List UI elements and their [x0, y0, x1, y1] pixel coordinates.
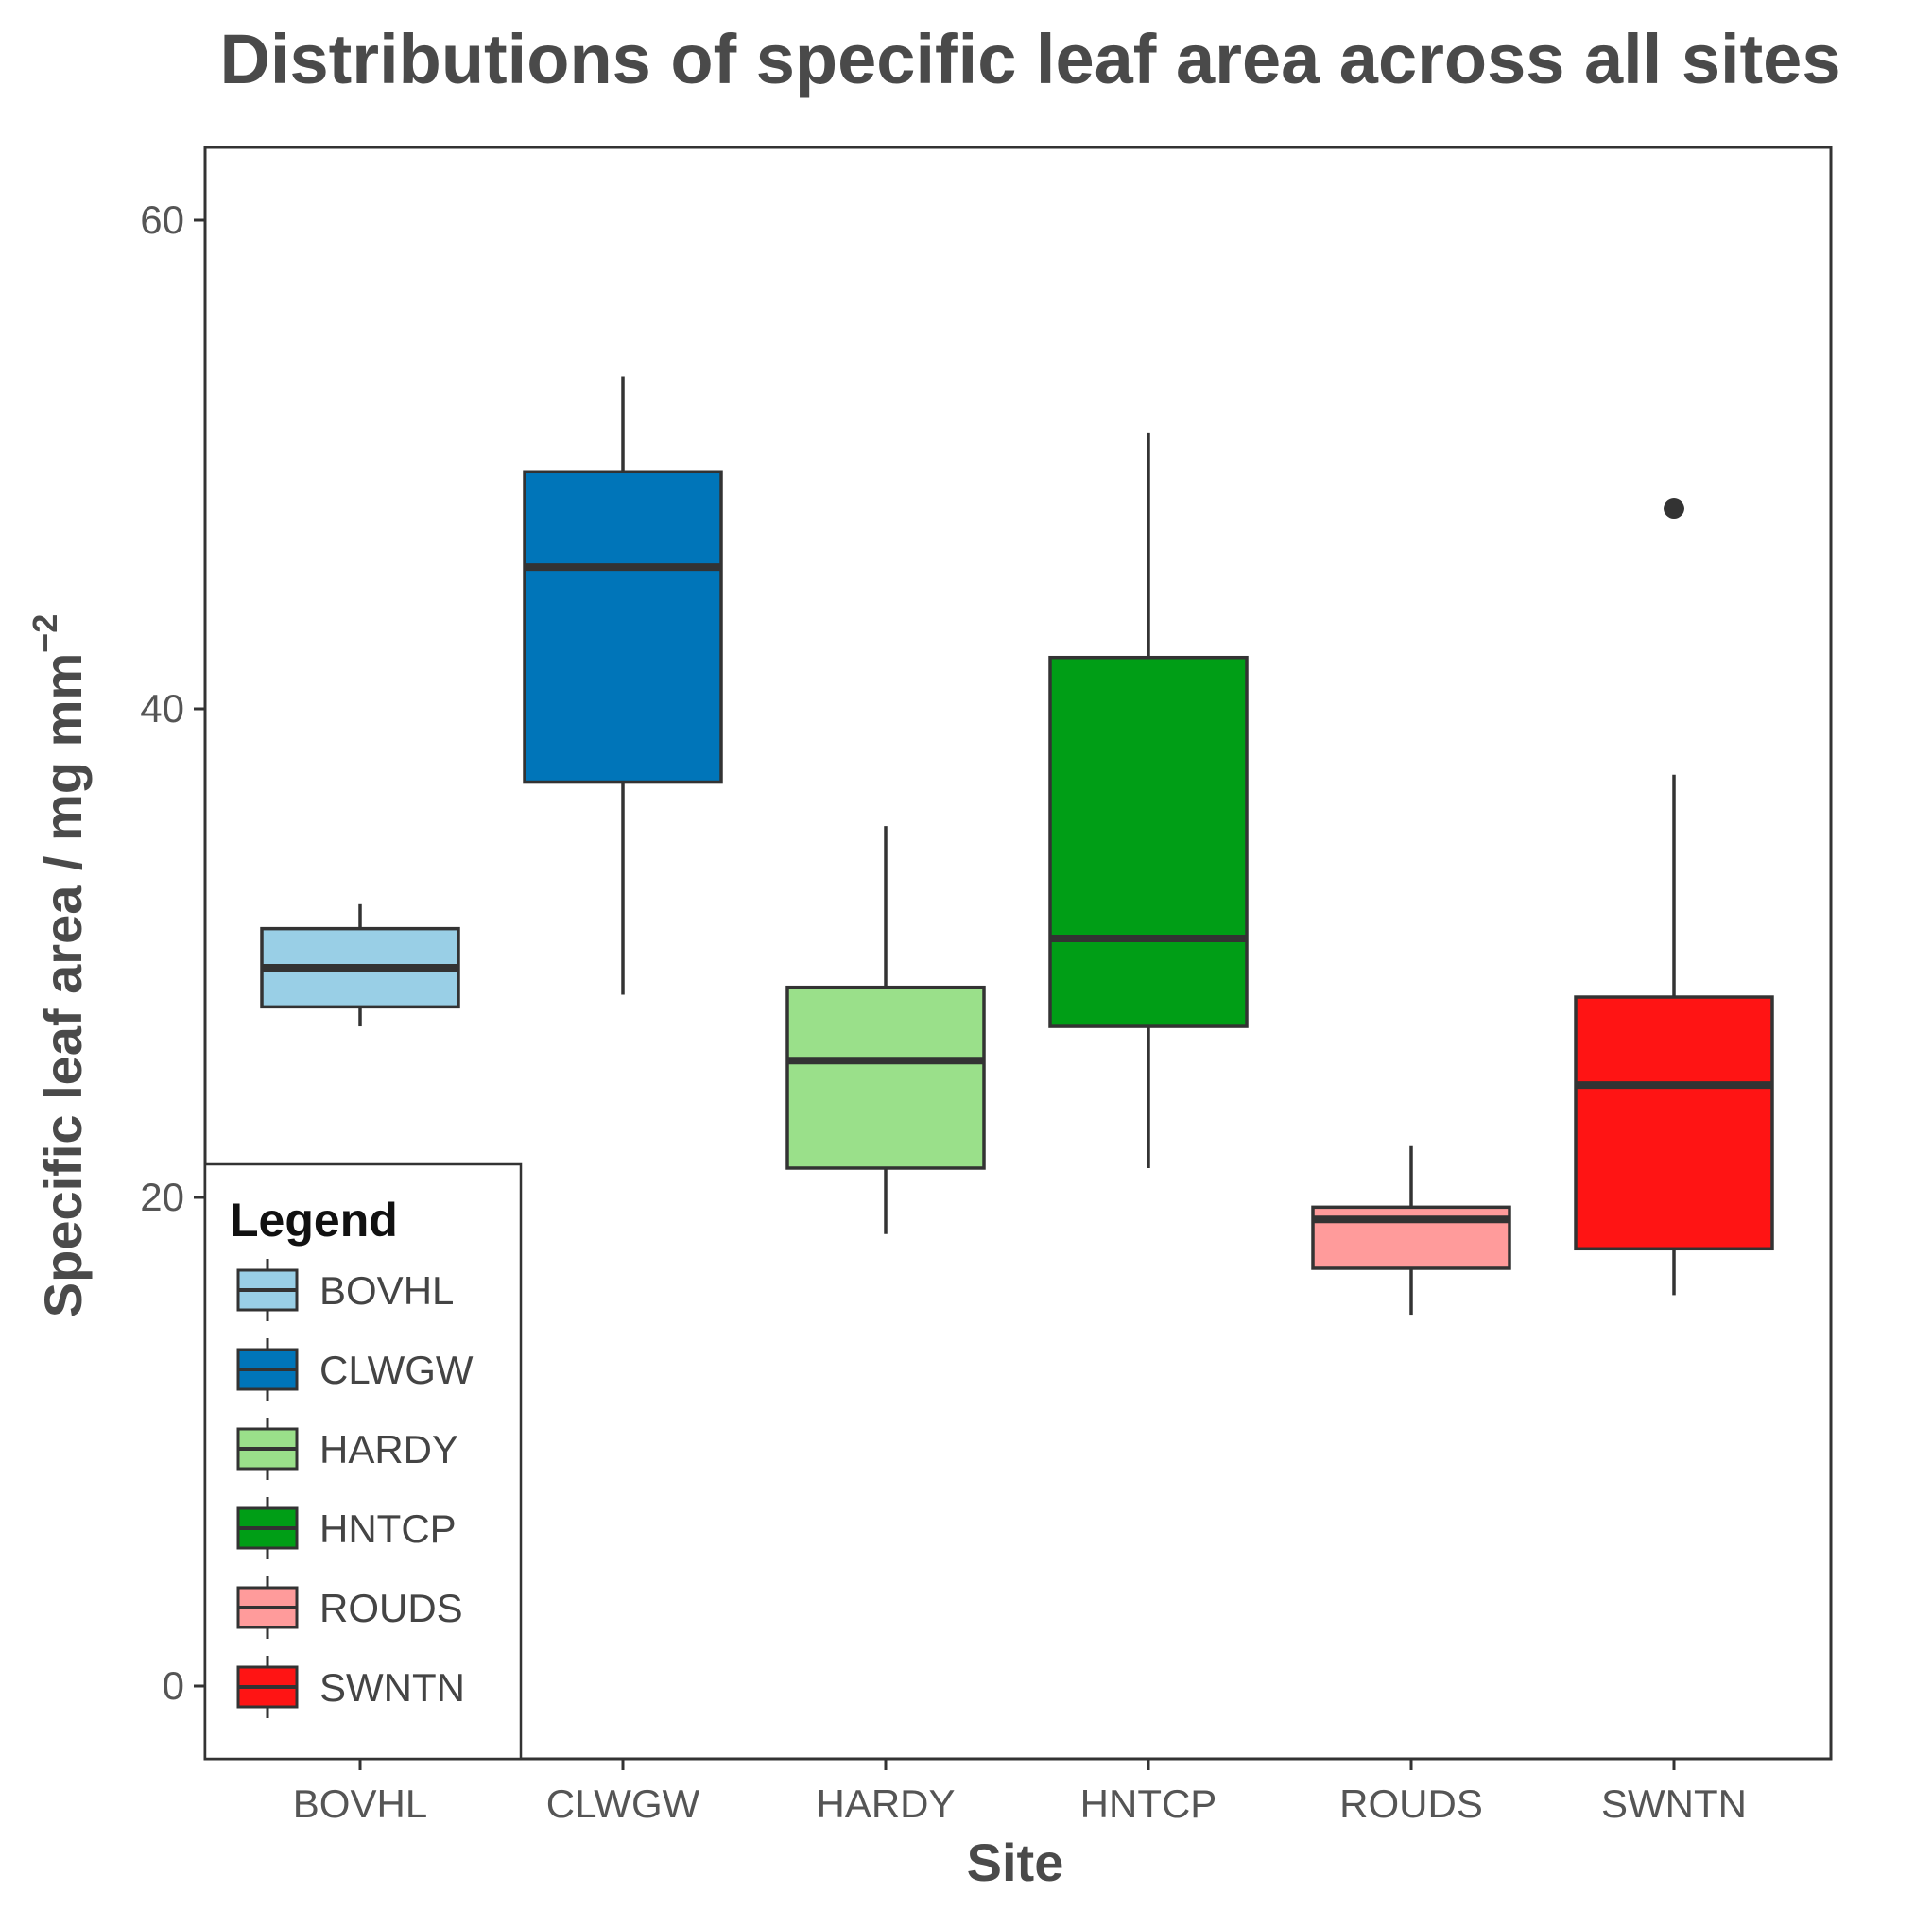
y-axis-title: Specific leaf area / mg mm−2 — [26, 614, 93, 1317]
legend-label: HNTCP — [319, 1506, 457, 1551]
chart-title: Distributions of specific leaf area acro… — [219, 20, 1840, 98]
y-tick-label: 40 — [140, 686, 184, 731]
box-clwgw — [523, 376, 723, 995]
box-hntcp — [1048, 432, 1249, 1168]
legend-item-rouds: ROUDS — [236, 1576, 463, 1639]
box-iqr — [1574, 995, 1774, 1251]
x-tick-label: BOVHL — [293, 1781, 427, 1826]
x-tick-label: CLWGW — [546, 1781, 700, 1826]
box-rouds — [1311, 1145, 1511, 1316]
y-tick-label: 0 — [163, 1663, 184, 1708]
x-tick-label: SWNTN — [1601, 1781, 1747, 1826]
legend-label: CLWGW — [319, 1348, 474, 1392]
y-axis-title-main: Specific leaf area / mg mm — [33, 653, 93, 1317]
x-tick-label: HNTCP — [1080, 1781, 1217, 1826]
box-iqr — [523, 470, 723, 784]
legend-title: Legend — [230, 1194, 398, 1247]
x-tick-label: ROUDS — [1339, 1781, 1483, 1826]
legend-label: ROUDS — [319, 1586, 463, 1630]
legend-label: SWNTN — [319, 1665, 465, 1710]
legend-label: HARDY — [319, 1427, 458, 1471]
y-axis: 0 20 40 60 — [140, 198, 205, 1708]
legend-item-swntn: SWNTN — [236, 1656, 465, 1718]
box-iqr — [785, 985, 986, 1170]
legend-item-hardy: HARDY — [236, 1418, 458, 1480]
legend-item-hntcp: HNTCP — [236, 1497, 457, 1559]
x-axis-title: Site — [967, 1833, 1064, 1892]
box-bovhl — [260, 903, 460, 1027]
y-axis-title-superscript: −2 — [26, 614, 64, 653]
legend: Legend BOVHL CLWGW HARDY HNTCP ROUDS SWNTN — [203, 1162, 523, 1761]
box-swntn — [1574, 498, 1774, 1296]
legend-items: BOVHL CLWGW HARDY HNTCP ROUDS SWNTN — [236, 1259, 474, 1718]
box-iqr — [1048, 655, 1249, 1028]
legend-label: BOVHL — [319, 1268, 454, 1313]
y-tick-label: 20 — [140, 1175, 184, 1219]
legend-item-clwgw: CLWGW — [236, 1338, 474, 1401]
x-axis: BOVHL CLWGW HARDY HNTCP ROUDS SWNTN — [293, 1759, 1747, 1826]
legend-item-bovhl: BOVHL — [236, 1259, 454, 1321]
y-tick-label: 60 — [140, 198, 184, 242]
x-tick-label: HARDY — [816, 1781, 955, 1826]
outlier-point — [1664, 498, 1684, 520]
box-hardy — [785, 826, 986, 1234]
box-series — [260, 376, 1774, 1316]
